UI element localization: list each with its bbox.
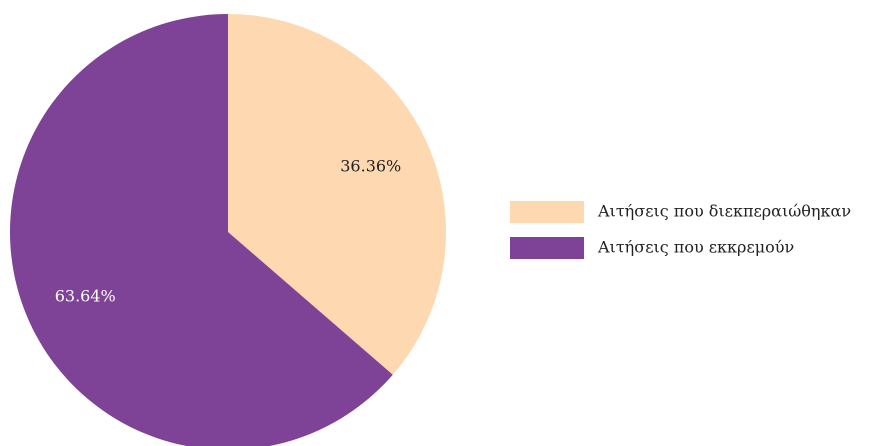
pie-slices: [10, 14, 446, 446]
pie-slice-labels: 36.36% 63.64%: [55, 156, 402, 305]
pie-slice-2: [10, 14, 393, 446]
legend-label-1: Αιτήσεις που διεκπεραιώθηκαν: [597, 202, 851, 221]
slice-value-label-1: 36.36%: [340, 156, 401, 175]
legend-swatch-2: [510, 237, 584, 259]
legend-label-2: Αιτήσεις που εκκρεμούν: [597, 238, 794, 257]
legend: Αιτήσεις που διεκπεραιώθηκαν Αιτήσεις που…: [510, 201, 851, 259]
pie-slice-1: [228, 14, 446, 375]
slice-value-label-2: 63.64%: [55, 287, 116, 306]
legend-item-1: Αιτήσεις που διεκπεραιώθηκαν: [510, 201, 851, 223]
legend-swatch-1: [510, 201, 584, 223]
legend-item-2: Αιτήσεις που εκκρεμούν: [510, 237, 794, 259]
